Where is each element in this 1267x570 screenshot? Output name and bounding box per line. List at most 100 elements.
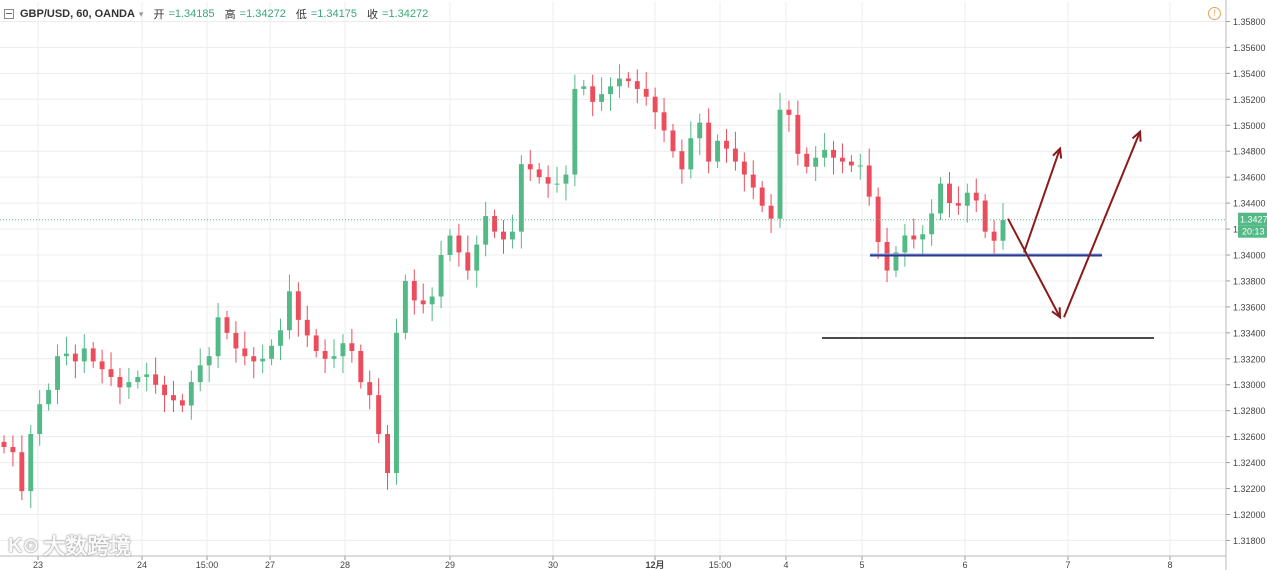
candle-body bbox=[688, 138, 694, 170]
open-value: =1.34185 bbox=[168, 8, 215, 20]
candle-body bbox=[545, 177, 551, 184]
x-tick-label: 24 bbox=[137, 560, 147, 570]
trend-arrow-line bbox=[1023, 148, 1061, 253]
candle-body bbox=[269, 345, 275, 359]
trend-arrow-head bbox=[1052, 146, 1063, 159]
collapse-icon[interactable] bbox=[4, 9, 14, 19]
candle-body bbox=[590, 86, 596, 102]
candlestick-series bbox=[1, 64, 1006, 508]
candle-body bbox=[813, 157, 819, 167]
candle-body bbox=[376, 395, 382, 435]
candle-body bbox=[804, 153, 810, 167]
candle-body bbox=[706, 122, 712, 162]
candle-body bbox=[286, 291, 292, 331]
x-tick-label: 29 bbox=[445, 560, 455, 570]
chevron-down-icon[interactable]: ▾ bbox=[138, 8, 144, 19]
candle-body bbox=[617, 78, 622, 87]
candle-body bbox=[19, 452, 25, 492]
candle-body bbox=[108, 369, 114, 377]
candle-body bbox=[902, 235, 908, 253]
candle-body bbox=[741, 161, 747, 175]
candle-body bbox=[322, 351, 328, 359]
trend-arrow-head bbox=[1051, 307, 1062, 320]
x-tick-label: 15:00 bbox=[196, 560, 219, 570]
candle-body bbox=[72, 353, 78, 362]
candle-body bbox=[474, 244, 480, 271]
y-tick-label: 1.35200 bbox=[1233, 95, 1266, 105]
candle-body bbox=[679, 151, 685, 170]
price-tag-value: 1.34272 bbox=[1240, 215, 1267, 225]
candle-body bbox=[385, 434, 390, 473]
trend-arrow-line bbox=[1007, 218, 1061, 318]
candle-body bbox=[483, 216, 489, 245]
candle-body bbox=[938, 183, 944, 214]
candle-body bbox=[37, 404, 43, 435]
candle-body bbox=[340, 343, 346, 357]
candle-body bbox=[608, 86, 613, 95]
candle-body bbox=[456, 235, 462, 253]
candle-body bbox=[135, 376, 141, 383]
candle-body bbox=[661, 112, 667, 131]
high-value: =1.34272 bbox=[239, 8, 286, 20]
candle-body bbox=[367, 382, 373, 396]
candle-body bbox=[857, 165, 863, 167]
candle-body bbox=[28, 434, 34, 492]
candle-body bbox=[536, 169, 542, 178]
candle-body bbox=[875, 196, 881, 243]
candle-body bbox=[1000, 219, 1006, 241]
candle-body bbox=[349, 343, 355, 352]
drawing-annotations bbox=[0, 129, 1226, 339]
candle-body bbox=[260, 358, 266, 362]
candle-body bbox=[831, 149, 836, 158]
candle-body bbox=[777, 109, 783, 219]
high-label: 高 bbox=[224, 9, 236, 21]
y-tick-label: 1.33000 bbox=[1233, 380, 1266, 390]
candle-body bbox=[786, 109, 792, 115]
candle-body bbox=[643, 88, 649, 97]
x-tick-label: 6 bbox=[962, 560, 967, 570]
candle-body bbox=[492, 216, 498, 232]
chart-legend-header: GBP/USD, 60, OANDA ▾ 开 =1.34185 高 =1.34272… bbox=[4, 5, 428, 23]
candle-body bbox=[911, 235, 917, 240]
candle-body bbox=[81, 348, 87, 362]
candle-body bbox=[964, 192, 970, 206]
x-tick-label: 15:00 bbox=[709, 560, 732, 570]
candle-body bbox=[634, 81, 640, 89]
x-tick-label: 12月 bbox=[645, 560, 664, 570]
candle-body bbox=[652, 96, 658, 113]
candle-body bbox=[554, 183, 560, 185]
candle-body bbox=[224, 317, 230, 333]
y-tick-label: 1.33400 bbox=[1233, 328, 1266, 338]
candle-body bbox=[501, 231, 506, 240]
candle-body bbox=[295, 291, 301, 320]
candle-body bbox=[670, 130, 676, 152]
low-label: 低 bbox=[295, 9, 307, 21]
candle-body bbox=[839, 157, 845, 162]
candle-body bbox=[866, 165, 872, 197]
trend-arrow-head bbox=[1131, 129, 1142, 142]
symbol-label[interactable]: GBP/USD, 60, OANDA bbox=[20, 8, 135, 20]
open-label: 开 bbox=[153, 9, 165, 21]
candle-body bbox=[991, 231, 997, 241]
low-value: =1.34175 bbox=[310, 8, 358, 20]
candle-body bbox=[1, 441, 7, 448]
y-tick-label: 1.33200 bbox=[1233, 354, 1266, 364]
candle-body bbox=[188, 382, 194, 406]
x-tick-label: 7 bbox=[1065, 560, 1070, 570]
y-tick-label: 1.35000 bbox=[1233, 121, 1266, 131]
alert-clock-icon[interactable]: ! bbox=[1208, 7, 1221, 20]
candle-body bbox=[313, 335, 319, 352]
candle-body bbox=[233, 332, 239, 349]
candle-body bbox=[197, 365, 203, 383]
x-tick-label: 30 bbox=[548, 560, 558, 570]
x-tick-label: 28 bbox=[340, 560, 350, 570]
candle-body bbox=[304, 319, 310, 336]
candle-body bbox=[242, 348, 248, 357]
x-tick-label: 23 bbox=[33, 560, 43, 570]
candle-body bbox=[848, 161, 854, 166]
candle-body bbox=[171, 395, 176, 401]
candle-body bbox=[527, 164, 533, 170]
candle-body bbox=[509, 231, 515, 240]
